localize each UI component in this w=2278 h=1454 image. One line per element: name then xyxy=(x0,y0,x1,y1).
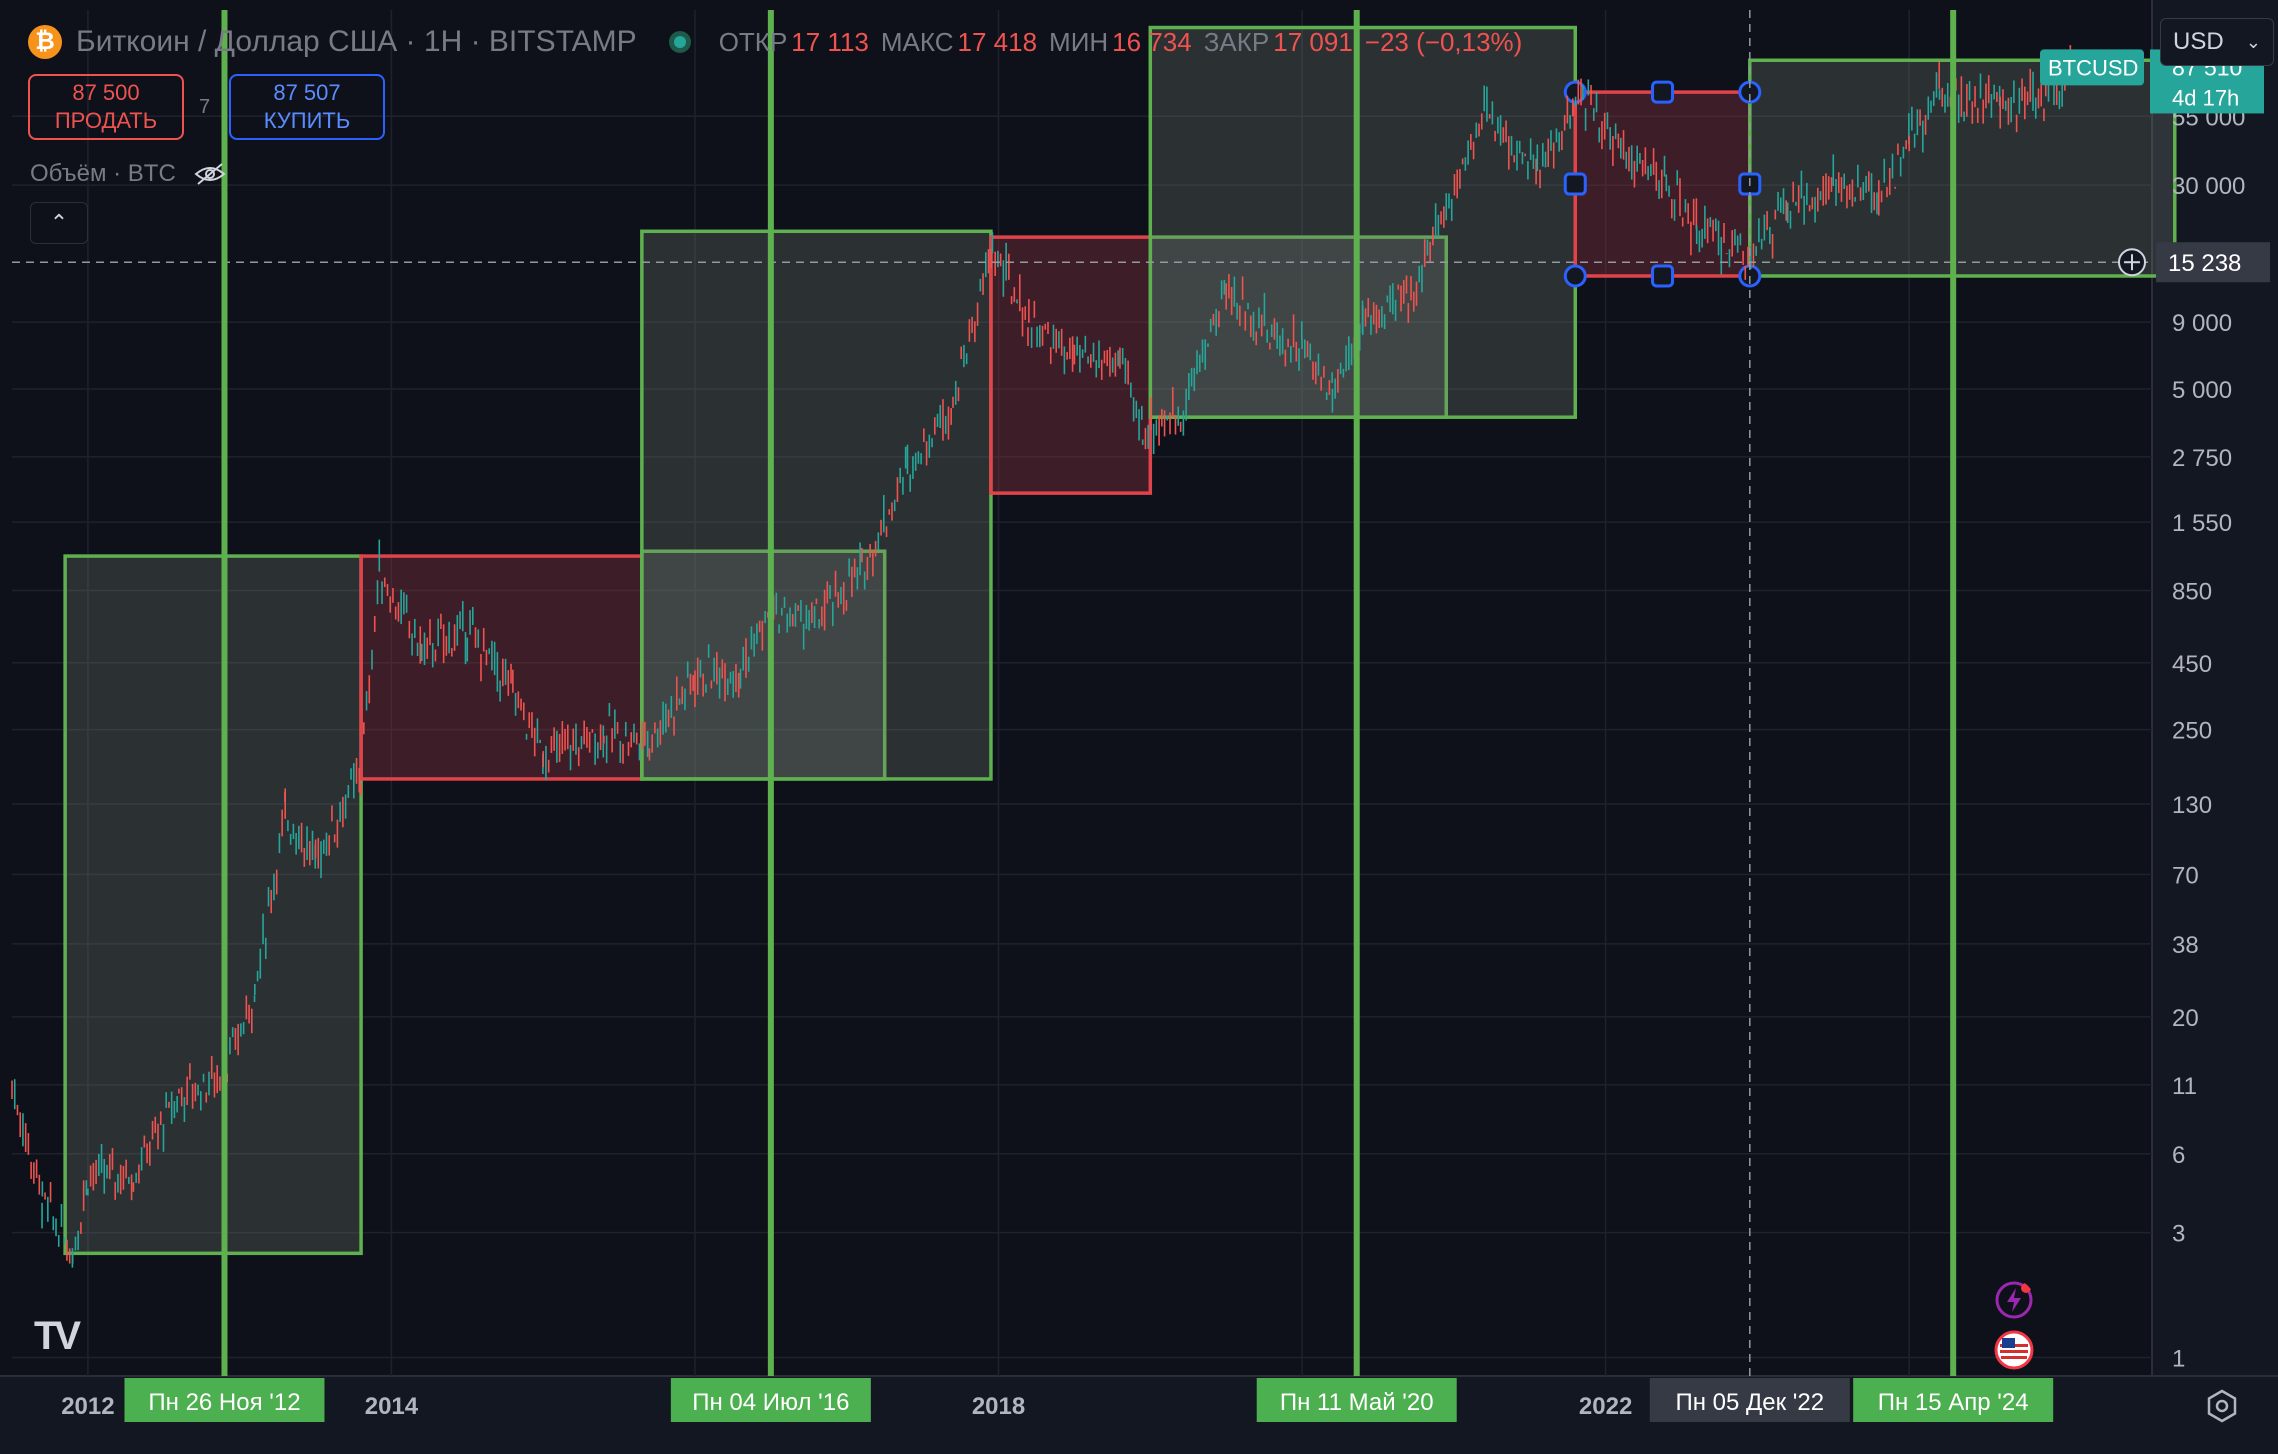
change-value: −23 (−0,13%) xyxy=(1364,26,1523,57)
date-label: Пн 11 Май '20 xyxy=(1280,1389,1434,1416)
crosshair-price: 15 238 xyxy=(2168,250,2241,277)
resize-handle xyxy=(1651,264,1675,288)
collapse-button[interactable]: ⌃ xyxy=(30,202,88,244)
chevron-down-icon: ⌄ xyxy=(2245,31,2261,52)
x-tick-label: 2018 xyxy=(972,1393,1025,1420)
chart-header: ₿ Биткоин / Доллар США · 1Н · BITSTAMP О… xyxy=(28,22,1534,62)
resize-handle xyxy=(1563,172,1587,196)
low-label: МИН xyxy=(1049,26,1109,57)
date-label: Пн 15 Апр '24 xyxy=(1878,1389,2029,1416)
buy-price: 87 507 xyxy=(273,80,341,105)
range-boxes xyxy=(63,25,2177,1256)
date-label: Пн 26 Ноя '12 xyxy=(148,1389,300,1416)
axis-labels: Пн 26 Ноя '12 Пн 04 Июл '16 Пн 11 Май '20 П… xyxy=(124,49,2270,1422)
green-range-box xyxy=(63,554,363,1256)
green-range-box xyxy=(1148,235,1449,419)
y-tick-label: 5 000 xyxy=(2172,377,2232,404)
currency-value: USD xyxy=(2173,28,2224,55)
date-label-bg xyxy=(124,1378,325,1422)
open-value: 17 113 xyxy=(791,26,869,57)
green-range-box xyxy=(1748,58,2177,278)
date-label-bg xyxy=(1256,1378,1457,1422)
sell-label: ПРОДАТЬ xyxy=(54,108,158,133)
symbol-title[interactable]: Биткоин / Доллар США · 1Н · BITSTAMP xyxy=(76,25,637,58)
y-tick-label: 850 xyxy=(2172,578,2212,605)
gear-icon[interactable] xyxy=(2204,1388,2240,1424)
open-label: ОТКР xyxy=(718,26,788,57)
y-tick-label: 250 xyxy=(2172,718,2212,745)
date-label-bg xyxy=(670,1378,871,1422)
volume-legend: Объём · BTC xyxy=(30,160,226,188)
price-series xyxy=(11,45,2077,1268)
chevron-up-icon: ⌃ xyxy=(49,210,69,235)
y-tick-label: 11 xyxy=(2172,1073,2197,1100)
buy-label: КУПИТЬ xyxy=(263,108,351,133)
symbol-tag: BTCUSD xyxy=(2048,55,2138,80)
us-flag-icon[interactable] xyxy=(1994,1330,2034,1370)
date-label: Пн 04 Июл '16 xyxy=(692,1389,849,1416)
close-label: ЗАКР xyxy=(1203,26,1270,57)
y-tick-label: 1 xyxy=(2172,1346,2185,1373)
volume-label: Объём · BTC xyxy=(30,160,176,187)
crosshair-date-bg xyxy=(1649,1378,1850,1422)
red-range-box xyxy=(989,235,1153,495)
y-tick-label: 2 750 xyxy=(2172,445,2232,472)
x-tick-label: 2012 xyxy=(61,1393,114,1420)
date-label-bg xyxy=(1853,1378,2054,1422)
bitcoin-icon: ₿ xyxy=(28,25,62,59)
y-tick-label: 38 xyxy=(2172,932,2199,959)
high-label: МАКС xyxy=(880,26,954,57)
y-tick-label: 30 000 xyxy=(2172,173,2245,200)
time-axis: 2012 2014 2018 2022 xyxy=(61,1393,1632,1420)
buy-button[interactable]: 87 507 КУПИТЬ xyxy=(229,74,385,140)
y-tick-label: 9 000 xyxy=(2172,310,2232,337)
x-tick-label: 2022 xyxy=(1579,1393,1632,1420)
green-range-box xyxy=(640,229,993,781)
x-tick-label: 2014 xyxy=(365,1393,419,1420)
currency-select[interactable]: USD ⌄ xyxy=(2160,18,2274,66)
y-tick-label: 1 550 xyxy=(2172,510,2232,537)
y-tick-label: 6 xyxy=(2172,1142,2185,1169)
spread-value: 7 xyxy=(199,96,211,118)
low-value: 16 734 xyxy=(1112,26,1192,57)
green-range-box xyxy=(1148,25,1578,419)
hidden-eye-icon[interactable] xyxy=(194,162,226,186)
y-tick-label: 20 xyxy=(2172,1005,2199,1032)
symbol-tag-bg xyxy=(2040,49,2144,86)
lightning-icon[interactable] xyxy=(1994,1280,2034,1320)
vertical-lines xyxy=(12,10,2152,1376)
y-tick-label: 70 xyxy=(2172,862,2199,889)
resize-handle xyxy=(1563,264,1587,288)
y-tick-label: 130 xyxy=(2172,792,2212,819)
y-tick-label: 450 xyxy=(2172,651,2212,678)
y-tick-label: 3 xyxy=(2172,1221,2185,1248)
close-value: 17 091 xyxy=(1273,26,1353,57)
sell-price: 87 500 xyxy=(72,80,140,105)
sell-button[interactable]: 87 500 ПРОДАТЬ xyxy=(28,74,184,140)
red-range-box xyxy=(359,554,644,781)
crosshair-price-bg xyxy=(2156,242,2270,283)
crosshair-date: Пн 05 Дек '22 xyxy=(1676,1389,1825,1416)
market-open-icon xyxy=(668,31,691,53)
high-value: 17 418 xyxy=(957,26,1038,57)
bar-countdown: 4d 17h xyxy=(2172,85,2239,110)
tradingview-logo-icon: TV xyxy=(34,1314,81,1358)
resize-handle xyxy=(1651,80,1675,104)
